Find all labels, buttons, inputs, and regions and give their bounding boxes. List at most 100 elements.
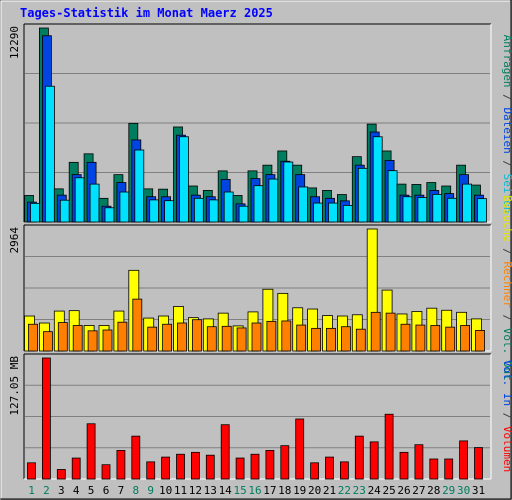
bar-rechner-day-1 [28,323,38,352]
bar-volumen-day-7 [116,450,126,480]
bar-volumen-day-11 [176,453,185,480]
x-tick-label-day-28: 28 [427,484,440,497]
bar-volumen-day-9 [146,461,156,480]
legend-entry-vol-in: Vol. In [501,360,512,406]
x-tick-label-day-8: 8 [132,484,139,497]
x-tick-label-day-4: 4 [73,484,80,497]
bar-seiten-day-25 [387,170,398,223]
legend-entry-anfragen: Anfragen [501,35,512,88]
bar-volumen-day-26 [399,451,409,480]
bar-seiten-day-19 [298,186,309,223]
x-tick-label-day-27: 27 [412,484,425,497]
legend-bottom: Vol. In / Volumen [501,360,512,473]
bar-volumen-day-6 [101,464,111,480]
bar-seiten-day-11 [179,136,189,223]
x-tick-label-day-3: 3 [58,484,65,497]
bar-seiten-day-13 [208,199,219,223]
bar-rechner-day-18 [281,320,292,352]
y-axis-max-label: 12290 [8,26,21,59]
bar-volumen-day-5 [86,423,96,480]
legend-separator: / [501,406,512,426]
bar-rechner-day-24 [370,311,381,352]
x-tick-label-day-12: 12 [189,484,202,497]
x-tick-label-day-24: 24 [368,484,382,497]
x-tick-label-day-18: 18 [278,484,291,497]
bar-seiten-day-31 [477,198,487,223]
bar-volumen-day-20 [310,462,320,480]
bar-volumen-day-8 [131,435,141,480]
bar-seiten-day-21 [328,202,338,223]
bar-volumen-day-17 [265,450,275,480]
x-tick-label-day-10: 10 [159,484,172,497]
bar-volumen-day-16 [250,453,260,480]
x-tick-label-day-20: 20 [308,484,321,497]
x-axis-day-labels: 1 2 3 4 5 6 7 8 9 10 11 12 13 14 15 16 17 18 19 20 21 22 23 24 2… [28,484,485,497]
x-tick-label-day-19: 19 [293,484,306,497]
x-tick-label-day-29: 29 [442,484,455,497]
legend-entry-rechner: Rechner [501,262,512,309]
legend-entry-vol-out: Vol. Out [501,328,512,381]
bar-seiten-day-17 [268,178,279,223]
bar-seiten-day-15 [238,205,249,223]
bar-seiten-day-4 [74,177,85,223]
bar-volumen-day-19 [295,418,305,480]
panel-middle: 2964 [8,224,492,352]
bar-volumen-day-25 [384,413,394,480]
bar-volumen-day-4 [71,457,81,480]
legend-top: Anfragen / Dateien / Seiten [501,35,512,214]
bar-rechner-day-30 [460,325,471,352]
bar-rechner-day-13 [206,326,217,352]
bar-seiten-day-6 [104,207,115,223]
legend-entry-volumen: Volumen [501,426,512,472]
bar-seiten-day-29 [447,197,458,223]
bar-rechner-day-7 [117,321,128,352]
bar-rechner-day-4 [72,325,83,352]
y-axis-max-label: 127.05 MB [8,356,21,416]
bar-rechner-day-10 [162,323,173,352]
panel-top: 12290 [8,23,492,223]
bar-seiten-day-30 [462,183,473,223]
x-tick-label-day-25: 25 [382,484,395,497]
legend-entry-dateien: Dateien [501,107,512,153]
bar-seiten-day-28 [432,193,443,223]
bar-rechner-day-25 [385,312,396,352]
bar-seiten-day-27 [417,197,428,223]
x-tick-label-day-7: 7 [118,484,125,497]
x-tick-label-day-22: 22 [338,484,351,497]
bar-rechner-day-5 [87,330,98,352]
bar-volumen-day-12 [190,451,200,480]
bar-seiten-day-1 [30,202,40,223]
legend-entry-seiten: Seiten [501,174,512,214]
bar-seiten-day-22 [342,205,353,223]
bar-volumen-day-21 [325,456,334,480]
bar-volumen-day-10 [161,456,171,480]
legend-separator: / [501,242,512,262]
bar-volumen-day-14 [220,424,230,480]
bar-rechner-day-9 [147,326,158,352]
x-tick-label-day-6: 6 [103,484,110,497]
bar-seiten-day-8 [134,149,145,223]
bar-rechner-day-27 [415,324,426,352]
panel-bottom: 127.05 MB [8,353,492,480]
x-tick-label-day-16: 16 [248,484,261,497]
bar-volumen-day-2 [42,357,51,480]
bar-rechner-day-3 [57,322,68,352]
bar-seiten-day-10 [164,200,175,223]
bar-seiten-day-7 [119,191,130,223]
bar-rechner-day-19 [296,324,307,352]
bar-seiten-day-12 [193,197,204,223]
bar-rechner-day-12 [191,319,202,352]
x-tick-label-day-14: 14 [219,484,233,497]
bar-rechner-day-8 [132,298,143,352]
bar-rechner-day-15 [236,327,247,352]
bar-volumen-day-31 [474,447,483,480]
bar-volumen-day-24 [369,441,379,480]
chart-title: Tages-Statistik im Monat Maerz 2025 [20,6,273,20]
x-tick-label-day-13: 13 [204,484,217,497]
bar-rechner-day-22 [340,326,351,352]
bar-rechner-day-31 [475,330,485,352]
x-tick-label-day-9: 9 [147,484,154,497]
bar-rechner-day-28 [430,325,441,352]
x-tick-label-day-21: 21 [323,484,336,497]
